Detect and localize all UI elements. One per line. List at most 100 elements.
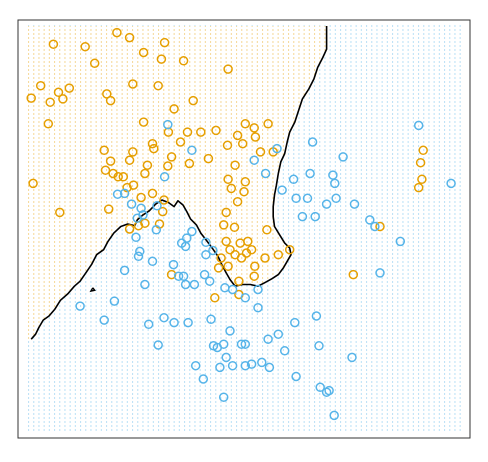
orange-point	[239, 186, 249, 197]
orange-point	[58, 94, 68, 104]
orange-point	[184, 158, 195, 169]
orange-point	[108, 168, 118, 179]
orange-point	[112, 27, 122, 38]
blue-point	[413, 120, 424, 131]
blue-point	[220, 283, 230, 293]
blue-point	[446, 178, 456, 189]
orange-point	[157, 206, 168, 217]
boundary-island	[89, 287, 96, 293]
orange-point	[105, 156, 116, 166]
blue-point	[291, 371, 301, 382]
blue-point	[201, 237, 211, 248]
orange-point	[122, 182, 132, 193]
blue-point	[198, 374, 209, 384]
blue-point	[324, 385, 334, 396]
blue-point	[183, 317, 193, 328]
background-grid	[28, 25, 461, 431]
blue-point	[218, 392, 229, 402]
blue-point	[328, 170, 338, 180]
orange-point	[48, 39, 59, 49]
blue-point	[153, 340, 163, 350]
orange-point	[159, 37, 170, 48]
orange-point	[142, 160, 153, 170]
blue-point	[215, 362, 225, 373]
orange-point	[240, 119, 251, 129]
orange-point	[118, 172, 129, 182]
orange-point	[222, 140, 233, 151]
blue-point	[347, 352, 357, 363]
orange-point	[413, 182, 424, 193]
orange-point	[249, 123, 259, 133]
blue-point	[180, 279, 191, 290]
orange-point	[53, 87, 64, 98]
blue-point	[159, 312, 169, 323]
orange-point	[188, 95, 198, 106]
blue-point	[168, 259, 179, 270]
blue-point	[240, 293, 251, 303]
orange-point	[45, 97, 55, 107]
orange-point	[138, 47, 149, 58]
blue-point	[109, 296, 120, 306]
blue-point	[311, 311, 322, 321]
orange-point	[218, 220, 229, 230]
blue-point	[240, 339, 251, 349]
orange-point	[284, 244, 295, 255]
orange-point	[415, 157, 426, 168]
orange-point	[225, 244, 235, 255]
orange-point	[249, 271, 259, 281]
blue-point	[264, 362, 275, 373]
orange-point	[166, 152, 177, 162]
blue-point	[173, 271, 184, 281]
blue-point	[136, 203, 146, 214]
orange-point	[28, 178, 38, 189]
orange-point	[124, 224, 135, 234]
orange-point	[136, 192, 146, 203]
blue-point	[199, 269, 210, 280]
blue-point	[135, 246, 145, 257]
blue-point	[133, 251, 144, 262]
orange-point	[246, 244, 257, 255]
blue-point	[263, 334, 273, 344]
orange-region-mask	[28, 26, 327, 340]
orange-point	[262, 225, 272, 235]
blue-point	[143, 319, 154, 330]
orange-point	[35, 80, 46, 91]
orange-point	[100, 165, 111, 175]
orange-point	[210, 293, 220, 303]
orange-point	[232, 196, 243, 207]
orange-point	[80, 41, 90, 52]
orange-point	[273, 249, 284, 260]
blue-point	[305, 168, 315, 179]
orange-point	[147, 188, 158, 199]
blue-point	[163, 119, 173, 130]
blue-point	[338, 152, 348, 162]
blue-point	[273, 329, 284, 339]
orange-point	[169, 104, 179, 114]
blue-point	[119, 265, 130, 276]
orange-point	[203, 153, 214, 164]
orange-point	[213, 263, 224, 273]
orange-point	[223, 174, 233, 185]
blue-point	[151, 225, 162, 235]
blue-point	[307, 137, 318, 147]
orange-point	[124, 32, 135, 43]
orange-point	[156, 54, 167, 64]
blue-point	[314, 341, 324, 351]
orange-point	[418, 145, 428, 156]
orange-point	[128, 147, 138, 157]
blue-point	[119, 188, 130, 199]
blue-point	[395, 236, 406, 247]
orange-point	[250, 132, 261, 142]
blue-point	[302, 193, 313, 204]
blue-point	[225, 326, 235, 336]
blue-point	[182, 233, 192, 243]
orange-point	[103, 204, 114, 214]
orange-point	[237, 138, 248, 149]
orange-point	[230, 160, 240, 170]
blue-point	[187, 145, 197, 156]
blue-point	[189, 279, 200, 290]
blue-point	[169, 317, 179, 328]
orange-point	[223, 261, 233, 272]
blue-point	[201, 249, 211, 260]
